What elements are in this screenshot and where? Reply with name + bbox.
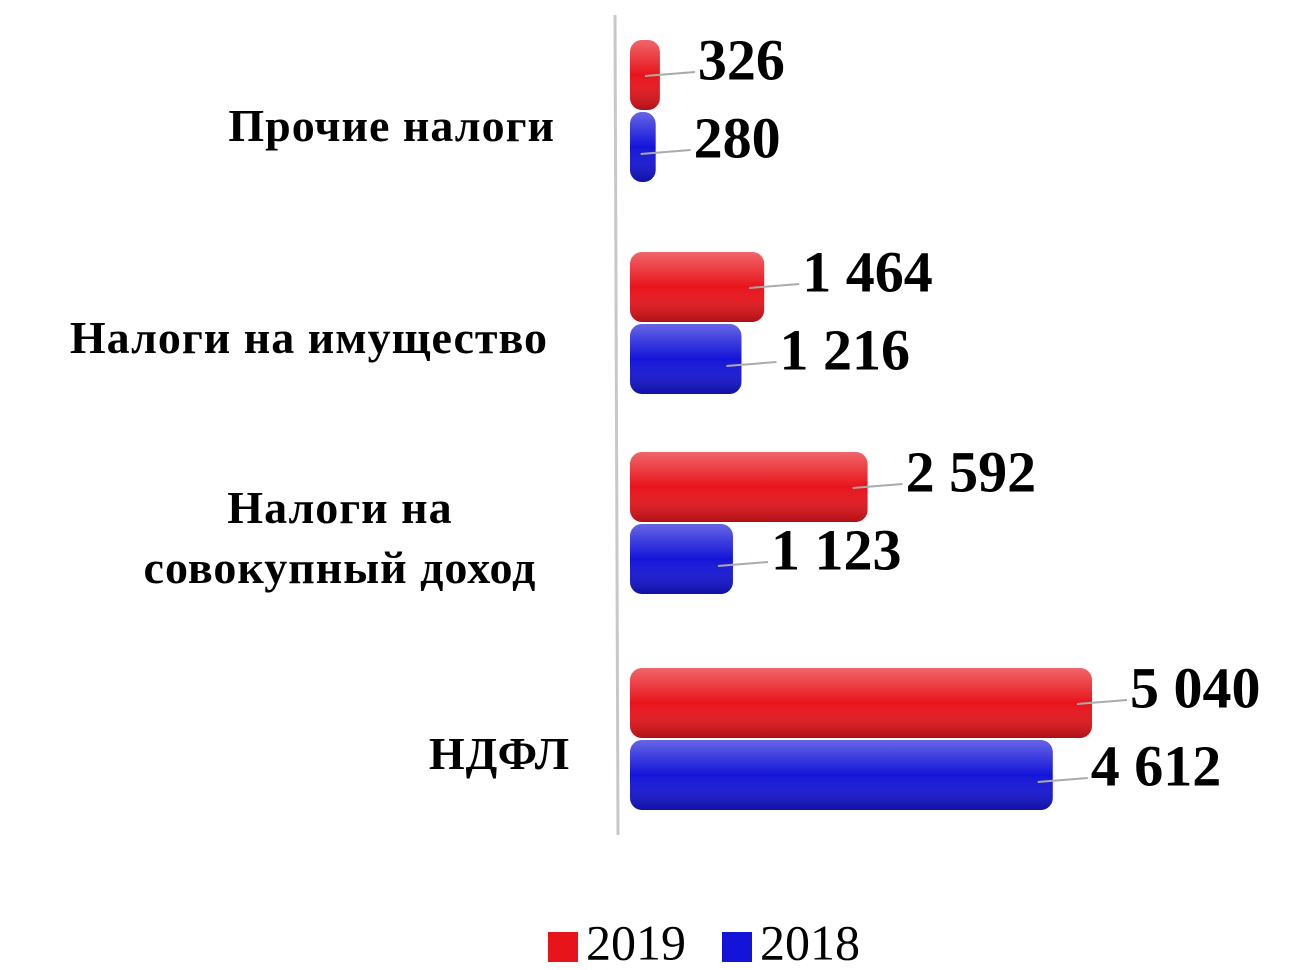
bar-shade — [630, 452, 868, 522]
leader-line — [1037, 777, 1088, 783]
legend-label: 2019 — [586, 914, 686, 970]
value-label: 1 123 — [771, 517, 902, 582]
leader-line — [640, 149, 691, 155]
legend-label: 2018 — [760, 914, 860, 970]
legend-swatch — [722, 932, 752, 962]
bar-shade — [630, 524, 733, 594]
leader-line — [644, 71, 695, 77]
value-label: 4 612 — [1091, 733, 1222, 798]
value-label: 326 — [698, 27, 785, 92]
bar-shade — [630, 668, 1092, 738]
leader-line — [852, 483, 903, 489]
category-label: Прочие налоги — [228, 100, 555, 151]
value-label: 1 216 — [779, 317, 910, 382]
leader-line — [726, 361, 777, 367]
leader-line — [749, 283, 800, 289]
category-label: НДФЛ — [428, 728, 570, 779]
legend-swatch — [548, 932, 578, 962]
axis-line — [613, 14, 620, 836]
bar-shade — [630, 740, 1053, 810]
category-label: Налоги на имущество — [69, 312, 548, 363]
bar-shade — [630, 324, 742, 394]
value-label: 1 464 — [802, 239, 933, 304]
leader-line — [1076, 699, 1128, 705]
bar-shade — [630, 252, 765, 322]
leader-line — [717, 561, 769, 567]
value-label: 280 — [694, 105, 781, 170]
bar-shade — [630, 112, 656, 182]
value-label: 5 040 — [1130, 655, 1261, 720]
value-label: 2 592 — [906, 439, 1037, 504]
category-label: Налоги на совокупный доход — [143, 482, 537, 593]
